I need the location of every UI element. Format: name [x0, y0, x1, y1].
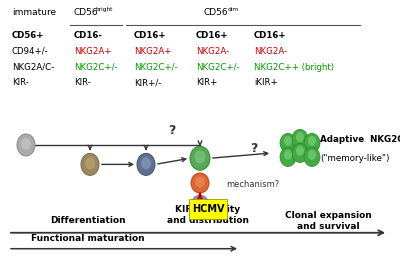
Text: NKG2A+: NKG2A+ — [74, 47, 112, 56]
Text: KIR+/-: KIR+/- — [134, 78, 161, 88]
Text: NKG2C+/-: NKG2C+/- — [196, 63, 240, 72]
Text: bright: bright — [96, 7, 113, 12]
Text: Clonal expansion
and survival: Clonal expansion and survival — [285, 211, 371, 231]
Ellipse shape — [194, 151, 206, 164]
Text: dim: dim — [228, 7, 239, 12]
FancyBboxPatch shape — [189, 199, 227, 219]
Text: CD16+: CD16+ — [196, 31, 228, 40]
Text: ?: ? — [250, 143, 258, 155]
Ellipse shape — [195, 199, 205, 210]
Text: NKG2C++ (bright): NKG2C++ (bright) — [254, 63, 334, 72]
Text: ("memory-like"): ("memory-like") — [320, 154, 390, 163]
Ellipse shape — [284, 150, 292, 160]
Text: Differentiation: Differentiation — [50, 216, 126, 225]
Text: immature: immature — [12, 8, 56, 17]
Ellipse shape — [308, 136, 316, 146]
Ellipse shape — [17, 134, 35, 156]
Text: mechanism?: mechanism? — [226, 180, 279, 189]
Text: NKG2C+/-: NKG2C+/- — [74, 63, 118, 72]
Text: CD56+: CD56+ — [12, 31, 44, 40]
Text: KIR+: KIR+ — [196, 78, 217, 88]
Text: NKG2A-: NKG2A- — [196, 47, 229, 56]
Text: Adaptive  NKG2C+: Adaptive NKG2C+ — [320, 135, 400, 144]
Ellipse shape — [296, 146, 304, 156]
Text: iKIR+: iKIR+ — [254, 78, 278, 88]
Ellipse shape — [308, 150, 316, 160]
Text: KIR-: KIR- — [12, 78, 29, 88]
Text: NKG2C+/-: NKG2C+/- — [134, 63, 178, 72]
Ellipse shape — [304, 147, 320, 167]
Text: NKG2A-: NKG2A- — [254, 47, 287, 56]
Ellipse shape — [292, 130, 308, 148]
Text: CD16+: CD16+ — [254, 31, 286, 40]
Text: HCMV: HCMV — [192, 204, 224, 214]
Ellipse shape — [284, 136, 292, 146]
Text: Functional maturation: Functional maturation — [31, 234, 145, 243]
Ellipse shape — [304, 134, 320, 152]
Ellipse shape — [190, 146, 210, 170]
Ellipse shape — [141, 157, 151, 169]
Ellipse shape — [85, 157, 95, 169]
Text: CD56: CD56 — [204, 8, 228, 17]
Ellipse shape — [81, 153, 99, 175]
Text: KIR-: KIR- — [74, 78, 91, 88]
Text: NKG2A+: NKG2A+ — [134, 47, 172, 56]
Text: NKG2A/C-: NKG2A/C- — [12, 63, 54, 72]
Ellipse shape — [137, 153, 155, 175]
Ellipse shape — [191, 195, 209, 215]
Ellipse shape — [21, 138, 31, 150]
Ellipse shape — [280, 147, 296, 167]
Text: CD16+: CD16+ — [134, 31, 166, 40]
Ellipse shape — [191, 173, 209, 193]
Text: ?: ? — [168, 124, 176, 137]
Text: CD94+/-: CD94+/- — [12, 47, 49, 56]
Text: CD56: CD56 — [74, 8, 99, 17]
Ellipse shape — [195, 177, 205, 188]
Ellipse shape — [292, 143, 308, 163]
Text: CD16-: CD16- — [74, 31, 103, 40]
Ellipse shape — [296, 132, 304, 142]
Ellipse shape — [280, 134, 296, 152]
Text: KIR diversity
and distribution: KIR diversity and distribution — [167, 205, 249, 225]
